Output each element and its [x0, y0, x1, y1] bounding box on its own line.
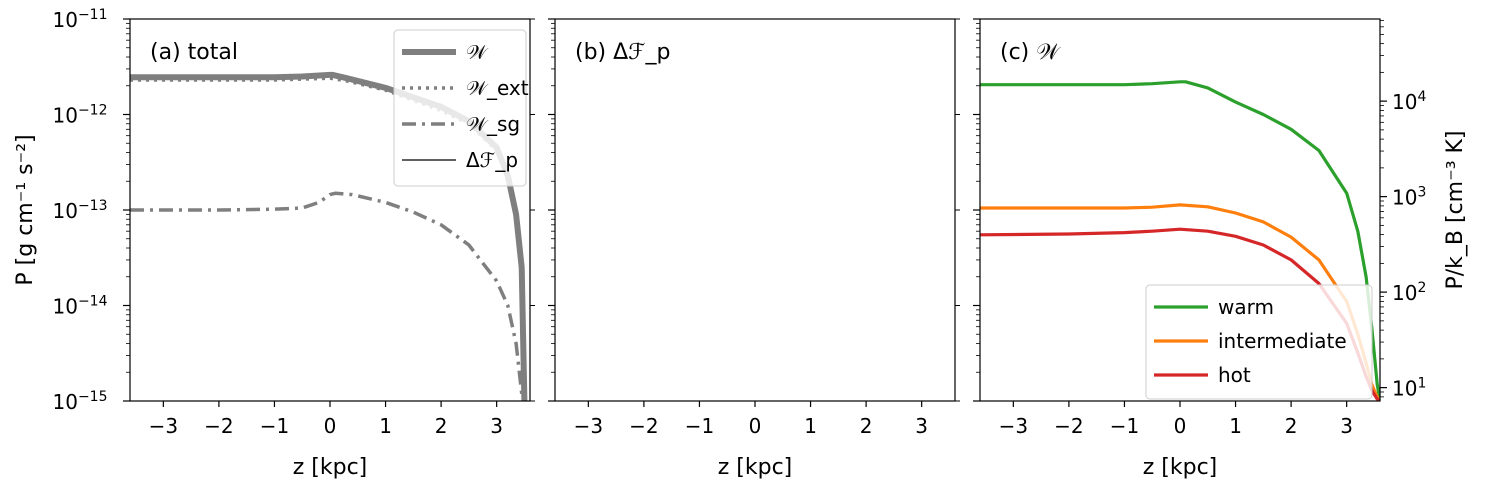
x-tick-label: 0 — [749, 414, 762, 438]
y-tick-label: 10−14 — [53, 294, 108, 319]
legend-label: 𝒲_ext — [466, 76, 529, 100]
x-tick-label: 3 — [490, 414, 503, 438]
x-tick-label: −1 — [260, 414, 289, 438]
y-tick-label: 10−13 — [53, 198, 108, 223]
x-tick-label: 0 — [1174, 414, 1187, 438]
y2-axis-label: P/k_B [cm⁻³ K] — [1443, 130, 1468, 289]
x-tick-label: −3 — [149, 414, 178, 438]
series-line-0 — [130, 71, 528, 401]
legend-box — [1145, 284, 1373, 400]
legend-label: Δℱ_p — [466, 148, 518, 172]
legend-box — [393, 29, 527, 187]
x-tick-label: −3 — [999, 414, 1028, 438]
x-axis-label: z [kpc] — [1143, 455, 1218, 480]
legend: warm intermediate hot — [1145, 284, 1373, 400]
x-tick-label: 0 — [324, 414, 337, 438]
x-tick-label: −1 — [1110, 414, 1139, 438]
y-tick-label: 10−12 — [53, 103, 108, 128]
panel-a: −3 −2 −1 0 1 2 3 z [kpc] P [g cm⁻¹ s⁻²] (a) total… — [13, 18, 535, 480]
y2-tick-label: 104 — [1392, 89, 1426, 114]
x-axis-label: z [kpc] — [293, 455, 368, 480]
x-tick-label: −1 — [685, 414, 714, 438]
series-line-2 — [130, 191, 527, 401]
x-tick-label: 3 — [915, 414, 928, 438]
y-axis-label: P [g cm⁻¹ s⁻²] — [13, 134, 38, 285]
x-tick-label: 1 — [1229, 414, 1242, 438]
x-axis-label: z [kpc] — [718, 455, 793, 480]
x-tick-label: 2 — [435, 414, 448, 438]
panel-label: (a) total — [150, 40, 238, 65]
series-line-1 — [130, 76, 527, 401]
legend-label: intermediate — [1218, 329, 1347, 353]
legend-label: 𝒲 — [466, 40, 489, 64]
y-tick-label: 10−11 — [53, 7, 108, 32]
legend-label: warm — [1218, 295, 1274, 319]
x-tick-label: 2 — [1285, 414, 1298, 438]
x-tick-label: 1 — [804, 414, 817, 438]
x-tick-label: −2 — [1054, 414, 1083, 438]
y2-tick-label: 102 — [1392, 280, 1426, 305]
x-tick-label: −3 — [574, 414, 603, 438]
panel-b: −3 −2 −1 0 1 2 3 z [kpc] (b) Δℱ_p — [548, 18, 960, 480]
y2-tick-label: 103 — [1392, 185, 1426, 210]
y2-tick-label: 101 — [1392, 376, 1426, 401]
panel-label: (b) Δℱ_p — [575, 40, 670, 65]
legend-label: 𝒲_sg — [466, 112, 520, 136]
x-tick-label: 3 — [1340, 414, 1353, 438]
x-tick-label: 1 — [379, 414, 392, 438]
legend-label: hot — [1218, 363, 1251, 387]
x-tick-label: −2 — [204, 414, 233, 438]
axes-frame — [554, 18, 956, 402]
panel-label: (c) 𝒲 — [1000, 40, 1061, 65]
x-tick-label: −2 — [629, 414, 658, 438]
y-tick-label: 10−15 — [53, 389, 108, 414]
legend: 𝒲 𝒲_ext 𝒲_sg Δℱ_p — [393, 29, 529, 187]
x-tick-label: 2 — [860, 414, 873, 438]
panel-c: −3 −2 −1 0 1 2 3 z [kpc] P/k_B [cm⁻³ K] (c) 𝒲 warm… — [973, 18, 1468, 480]
